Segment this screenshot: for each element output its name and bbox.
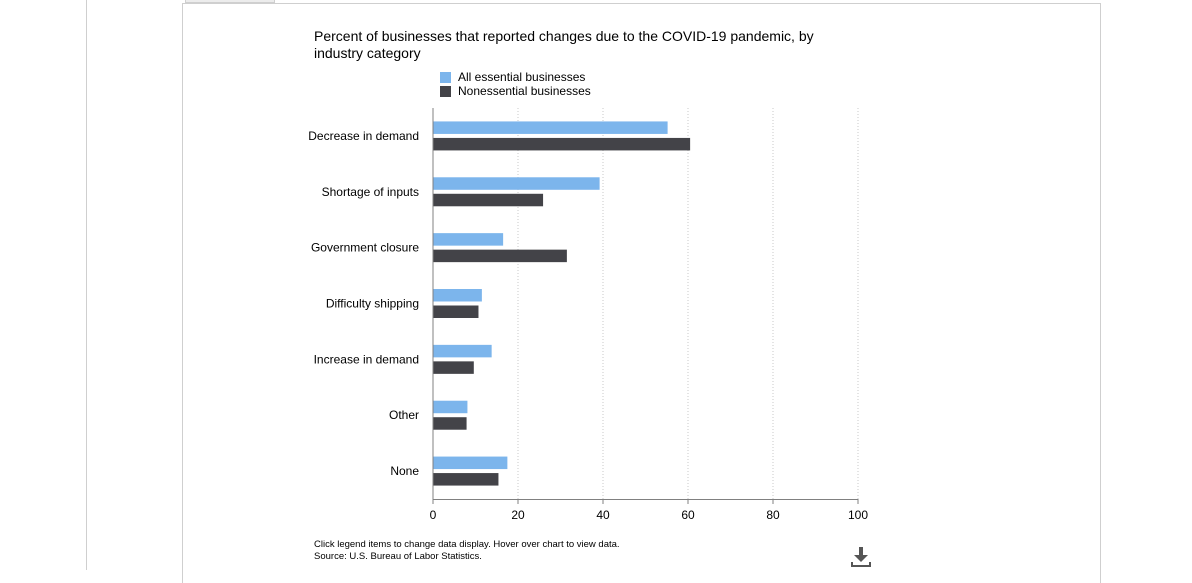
download-icon[interactable]	[849, 545, 873, 569]
legend-label-essential: All essential businesses	[458, 70, 586, 84]
footnote-source: Source: U.S. Bureau of Labor Statistics.	[314, 550, 482, 562]
legend-item-nonessential[interactable]: Nonessential businesses	[440, 84, 591, 98]
bar-nonessential[interactable]	[433, 305, 479, 319]
bar-essential[interactable]	[433, 233, 504, 246]
x-tick-label: 0	[430, 508, 437, 522]
legend-label-nonessential: Nonessential businesses	[458, 84, 591, 98]
bar-essential[interactable]	[433, 456, 508, 470]
page-left-rule	[86, 0, 87, 570]
category-label: Shortage of inputs	[322, 185, 419, 199]
bar-chart[interactable]: Decrease in demand Shortage of inputs Gove…	[0, 0, 1192, 570]
legend-item-essential[interactable]: All essential businesses	[440, 70, 591, 84]
tab-stub[interactable]	[185, 0, 275, 3]
bar-essential[interactable]	[433, 344, 492, 358]
bar-essential[interactable]	[433, 121, 668, 134]
x-tick-label: 80	[766, 508, 780, 522]
bar-essential[interactable]	[433, 289, 482, 302]
legend-swatch-essential	[440, 71, 451, 83]
chart-legend: All essential businesses Nonessential bu…	[440, 70, 591, 98]
legend-swatch-nonessential	[440, 85, 451, 97]
x-tick-label: 60	[681, 508, 695, 522]
category-label: Difficulty shipping	[326, 297, 419, 311]
chart-title: Percent of businesses that reported chan…	[314, 28, 814, 61]
x-tick-label: 40	[596, 508, 610, 522]
bar-essential[interactable]	[433, 400, 468, 414]
bar-nonessential[interactable]	[433, 137, 691, 151]
category-label: Government closure	[311, 241, 419, 255]
bar-essential[interactable]	[433, 177, 600, 190]
category-label: Increase in demand	[314, 352, 419, 366]
bar-nonessential[interactable]	[433, 361, 474, 374]
bar-nonessential[interactable]	[433, 473, 499, 486]
category-label: None	[390, 464, 419, 478]
chart-footnote: Click legend items to change data displa…	[314, 539, 620, 562]
x-tick-label: 100	[848, 508, 868, 522]
bar-nonessential[interactable]	[433, 249, 567, 263]
footnote-instructions: Click legend items to change data displa…	[314, 539, 620, 550]
bar-nonessential[interactable]	[433, 417, 467, 430]
x-tick-label: 20	[511, 508, 525, 522]
content-frame	[182, 3, 1101, 583]
bar-nonessential[interactable]	[433, 193, 544, 207]
category-label: Other	[389, 408, 419, 422]
category-label: Decrease in demand	[308, 129, 419, 143]
